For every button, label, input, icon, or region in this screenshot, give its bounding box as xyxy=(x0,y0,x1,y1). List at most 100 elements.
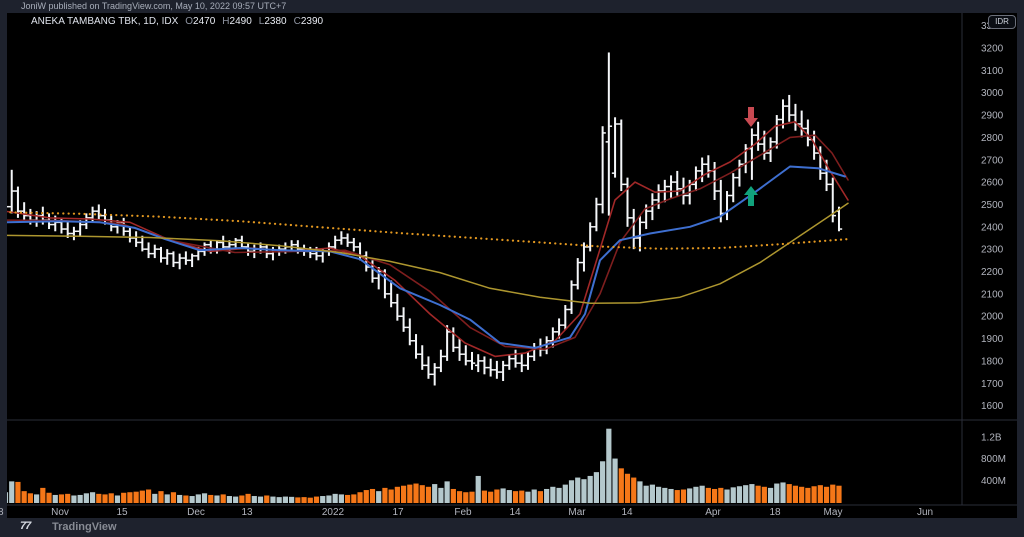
price-tick-label: 3100 xyxy=(981,66,1004,77)
open-tick xyxy=(101,214,105,217)
close-tick xyxy=(93,210,96,212)
ohlc-bar xyxy=(197,246,200,261)
ohlc-bar xyxy=(97,204,100,221)
open-tick xyxy=(269,252,273,255)
volume-bar xyxy=(506,490,512,503)
close-tick xyxy=(62,228,65,230)
close-tick xyxy=(391,302,395,304)
tradingview-brand-link[interactable]: TradingView xyxy=(52,521,117,533)
volume-bar xyxy=(121,492,127,503)
close-tick xyxy=(634,237,637,239)
volume-bar xyxy=(413,483,419,503)
ma-yellow-line xyxy=(7,202,849,304)
price-tick-label: 2600 xyxy=(981,178,1004,189)
ohlc-bar xyxy=(222,235,225,250)
close-tick xyxy=(74,230,78,233)
volume-bar xyxy=(568,480,575,503)
ohlc-bar xyxy=(402,307,405,332)
volume-bar xyxy=(425,486,432,503)
ohlc-bar xyxy=(29,208,32,225)
open-tick xyxy=(95,210,98,212)
time-tick-label: Nov xyxy=(51,507,69,518)
ohlc-bar xyxy=(427,356,430,379)
close-tick xyxy=(615,123,619,125)
ohlc-bar xyxy=(184,251,187,265)
open-tick xyxy=(823,172,826,174)
close-tick xyxy=(373,277,376,279)
volume-bar xyxy=(500,488,506,503)
volume-bar xyxy=(736,486,743,503)
close-tick xyxy=(466,360,469,362)
volume-bar xyxy=(201,493,208,503)
ohlc-bar xyxy=(694,166,697,192)
time-tick-label: 15 xyxy=(116,507,128,518)
close-tick xyxy=(653,199,656,201)
volume-bar xyxy=(799,486,805,503)
price-tick-label: 1600 xyxy=(981,401,1004,412)
ohlc-bar xyxy=(147,242,150,259)
ohlc-bar xyxy=(682,177,685,205)
ohlc-bar xyxy=(514,349,517,368)
open-tick xyxy=(618,123,621,125)
volume-bar xyxy=(357,492,363,503)
open-tick xyxy=(761,143,764,145)
close-tick xyxy=(416,353,420,355)
open-tick xyxy=(468,360,472,362)
open-tick xyxy=(599,203,602,206)
ohlc-bar xyxy=(259,242,262,254)
close-tick xyxy=(404,326,407,329)
open-tick xyxy=(282,248,285,250)
ohlc-bar xyxy=(352,237,355,252)
open-tick xyxy=(70,232,74,235)
ohlc-bar xyxy=(638,215,641,252)
close-tick xyxy=(367,266,370,268)
ohlc-bar xyxy=(377,267,380,290)
volume-bar xyxy=(730,487,736,503)
volume-bar xyxy=(544,488,550,503)
price-tick-label: 2900 xyxy=(981,111,1004,122)
ohlc-low-value: 2380 xyxy=(264,16,287,27)
currency-toggle-badge[interactable]: IDR xyxy=(988,15,1016,29)
close-tick xyxy=(665,185,669,188)
volume-bar xyxy=(407,484,413,503)
volume-bar xyxy=(836,485,842,503)
volume-bar xyxy=(239,495,245,503)
open-tick xyxy=(182,257,186,259)
ohlc-bar xyxy=(141,235,144,252)
close-tick xyxy=(224,246,227,248)
volume-bar xyxy=(83,493,89,503)
ohlc-bar xyxy=(315,246,318,261)
volume-bar xyxy=(15,481,21,503)
ohlc-bar xyxy=(632,208,635,250)
close-tick xyxy=(56,221,59,224)
close-tick xyxy=(790,114,793,116)
close-tick xyxy=(130,237,134,239)
volume-bar xyxy=(282,496,288,503)
open-tick xyxy=(164,257,167,259)
volume-bar xyxy=(475,475,481,503)
close-tick xyxy=(628,217,631,219)
ohlc-bar xyxy=(526,351,529,370)
volume-bar xyxy=(600,461,606,503)
ohlc-bar xyxy=(601,126,604,214)
volume-bar xyxy=(749,484,755,503)
ohlc-bar xyxy=(719,179,722,223)
ohlc-bar xyxy=(452,327,455,352)
open-tick xyxy=(331,246,335,248)
ohlc-bar xyxy=(433,363,436,386)
open-tick xyxy=(294,243,298,246)
time-tick-label: Feb xyxy=(454,507,472,518)
volume-bar xyxy=(301,497,307,503)
ohlc-bar xyxy=(104,208,107,225)
ohlc-bar xyxy=(16,186,19,218)
open-tick xyxy=(549,340,553,342)
volume-bar xyxy=(792,485,799,503)
volume-bar xyxy=(363,490,369,503)
volume-bar xyxy=(133,491,139,503)
volume-bar xyxy=(537,491,544,503)
price-tick-label: 2700 xyxy=(981,155,1004,166)
open-tick xyxy=(356,246,360,248)
close-tick xyxy=(503,364,507,367)
close-tick xyxy=(143,248,146,250)
